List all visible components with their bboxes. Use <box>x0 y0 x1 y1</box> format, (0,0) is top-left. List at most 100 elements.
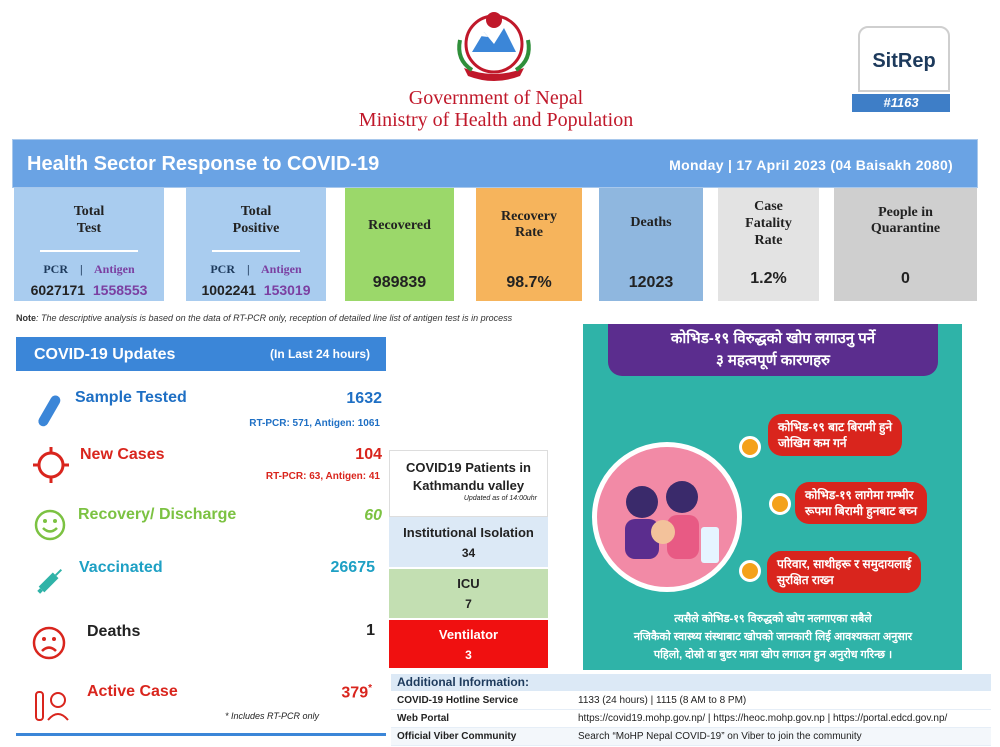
bullet-dot <box>739 436 761 458</box>
reason-2: कोभिड-१९ लागेमा गम्भीर रूपमा बिरामी हुनबा… <box>795 482 927 524</box>
card-label: Total <box>240 204 272 219</box>
hotline-label: COVID-19 Hotline Service <box>397 695 519 706</box>
sample-tested-breakdown: RT-PCR: 571, Antigen: 1061 <box>249 418 380 429</box>
icu-label: ICU <box>457 576 480 591</box>
hotline-value: 1133 (24 hours) | 1115 (8 AM to 8 PM) <box>578 695 747 706</box>
pcr-antigen-labels: PCR | Antigen <box>186 262 326 277</box>
reason3-line: सुरक्षित राख्न <box>777 573 834 587</box>
recovery-rate-value: 98.7% <box>506 274 552 291</box>
analysis-note: Note: The descriptive analysis is based … <box>16 313 512 323</box>
reason1-line: जोखिम कम गर्न <box>778 436 847 450</box>
test-tube-icon <box>30 393 64 438</box>
portal-label: Web Portal <box>397 713 450 724</box>
poster-head1: कोभिड-१९ विरुद्धको खोप लगाउनु पर्ने <box>670 330 876 347</box>
nepal-emblem-icon <box>450 10 538 86</box>
new-cases-label: New Cases <box>80 446 165 463</box>
new-cases-value: 104 <box>355 446 382 463</box>
reason2-line: रूपमा बिरामी हुनबाट बच्न <box>805 504 917 518</box>
card-label: Rate <box>515 225 543 240</box>
sample-tested-label: Sample Tested <box>75 389 187 406</box>
vaccinated-label: Vaccinated <box>79 559 163 576</box>
reason-3: परिवार, साथीहरू र समुदायलाई सुरक्षित राख्… <box>767 551 922 593</box>
active-case-label: Active Case <box>87 683 178 700</box>
deaths-label: Deaths <box>87 623 141 640</box>
active-star: * <box>368 683 372 694</box>
additional-info-title: Additional Information: <box>391 674 991 691</box>
poster-foot-line: नजिकैको स्वास्थ्य संस्थाबाट खोपको जानकार… <box>633 631 913 643</box>
total-positive-card: Total Positive PCR | Antigen 1002241 153… <box>186 188 326 301</box>
card-label: Rate <box>754 233 783 248</box>
family-illustration-icon <box>592 442 742 592</box>
report-banner: Health Sector Response to COVID-19 Monda… <box>12 139 978 188</box>
bullet-dot <box>739 560 761 582</box>
ktm-updated: Updated as of 14:00uhr <box>463 495 537 502</box>
reason-1: कोभिड-१९ बाट बिरामी हुने जोखिम कम गर्न <box>768 414 903 456</box>
icu-value: 7 <box>465 597 472 611</box>
card-label: Positive <box>232 221 280 236</box>
recovery-value: 60 <box>364 507 382 524</box>
pcr-antigen-labels: PCR | Antigen <box>14 262 164 277</box>
sitrep-badge: SitRep <box>858 26 950 92</box>
portal-links[interactable]: https://covid19.mohp.gov.np/ | https://h… <box>578 713 948 724</box>
smiley-icon <box>34 509 66 546</box>
reason1-line: कोभिड-१९ बाट बिरामी हुने <box>778 420 893 434</box>
poster-heading: कोभिड-१९ विरुद्धको खोप लगाउनु पर्ने ३ मह… <box>608 324 938 376</box>
bullet-dot <box>769 493 791 515</box>
cfr-card: Case Fatality Rate 1.2% <box>718 188 819 301</box>
quarantine-card: People in Quarantine 0 <box>834 188 977 301</box>
isolation-box: Institutional Isolation 34 <box>389 517 548 567</box>
card-label: Deaths <box>630 215 672 230</box>
recovery-label: Recovery/ Discharge <box>78 506 237 523</box>
total-tested-card: Total Test PCR | Antigen 6027171 1558553 <box>14 188 164 301</box>
separator: | <box>80 262 83 276</box>
ktm-header: COVID19 Patients in Kathmandu valley Upd… <box>389 450 548 517</box>
card-label: Total <box>73 204 105 219</box>
card-label: Test <box>76 221 102 236</box>
ventilator-box: Ventilator 3 <box>389 620 548 668</box>
icu-box: ICU 7 <box>389 569 548 618</box>
divider <box>212 250 300 252</box>
card-label: Quarantine <box>870 221 941 236</box>
separator: | <box>247 262 250 276</box>
pcr-label: PCR <box>43 262 68 276</box>
poster-foot-line: पहिलो, दोस्रो वा बुष्टर मात्रा खोप लगाउन… <box>653 649 893 661</box>
vaccinated-value: 26675 <box>330 559 376 576</box>
isolation-value: 34 <box>461 546 476 560</box>
sad-face-icon <box>32 626 66 665</box>
note-bold: Note <box>16 313 36 323</box>
updates-header: COVID-19 Updates (In Last 24 hours) <box>16 337 386 371</box>
card-label: Fatality <box>745 216 792 231</box>
poster-foot-line: त्यसैले कोभिड-१९ विरुद्धको खोप नलगाएका स… <box>674 613 872 625</box>
card-label: People in <box>878 205 933 220</box>
isolation-label: Institutional Isolation <box>403 525 534 540</box>
recovered-card: Recovered 989839 <box>345 188 454 301</box>
cfr-value: 1.2% <box>750 270 787 287</box>
ministry-line: Ministry of Health and Population <box>358 109 634 131</box>
sample-tested-value: 1632 <box>346 390 382 407</box>
active-case-value: 379* <box>252 683 372 702</box>
ventilator-label: Ventilator <box>438 627 499 642</box>
antigen-label: Antigen <box>261 262 302 276</box>
active-value: 379 <box>341 684 369 702</box>
pcr-antigen-values: 1002241 153019 <box>186 282 326 298</box>
banner-title: Health Sector Response to COVID-19 <box>27 153 380 175</box>
new-cases-breakdown: RT-PCR: 63, Antigen: 41 <box>265 471 380 482</box>
reason2-line: कोभिड-१९ लागेमा गम्भीर <box>805 488 914 502</box>
card-label: Case <box>754 199 783 214</box>
ministry-title: Government of Nepal Ministry of Health a… <box>300 87 692 131</box>
viber-value: Search “MoHP Nepal COVID-19” on Viber to… <box>578 731 862 742</box>
viber-label: Official Viber Community <box>397 731 517 742</box>
note-text: : The descriptive analysis is based on t… <box>36 313 513 323</box>
updates-bottom-line <box>16 733 386 736</box>
virus-icon <box>32 446 70 489</box>
card-label: Recovery <box>501 209 557 224</box>
ktm-title2: Kathmandu valley <box>412 478 525 493</box>
deaths-value: 12023 <box>628 274 674 291</box>
pcr-value: 6027171 <box>30 282 86 298</box>
deaths-card: Deaths 12023 <box>599 188 703 301</box>
pcr-label: PCR <box>210 262 235 276</box>
quarantine-value: 0 <box>901 270 910 287</box>
divider <box>40 250 138 252</box>
sitrep-label: SitRep <box>872 50 936 72</box>
recovery-rate-card: Recovery Rate 98.7% <box>476 188 582 301</box>
